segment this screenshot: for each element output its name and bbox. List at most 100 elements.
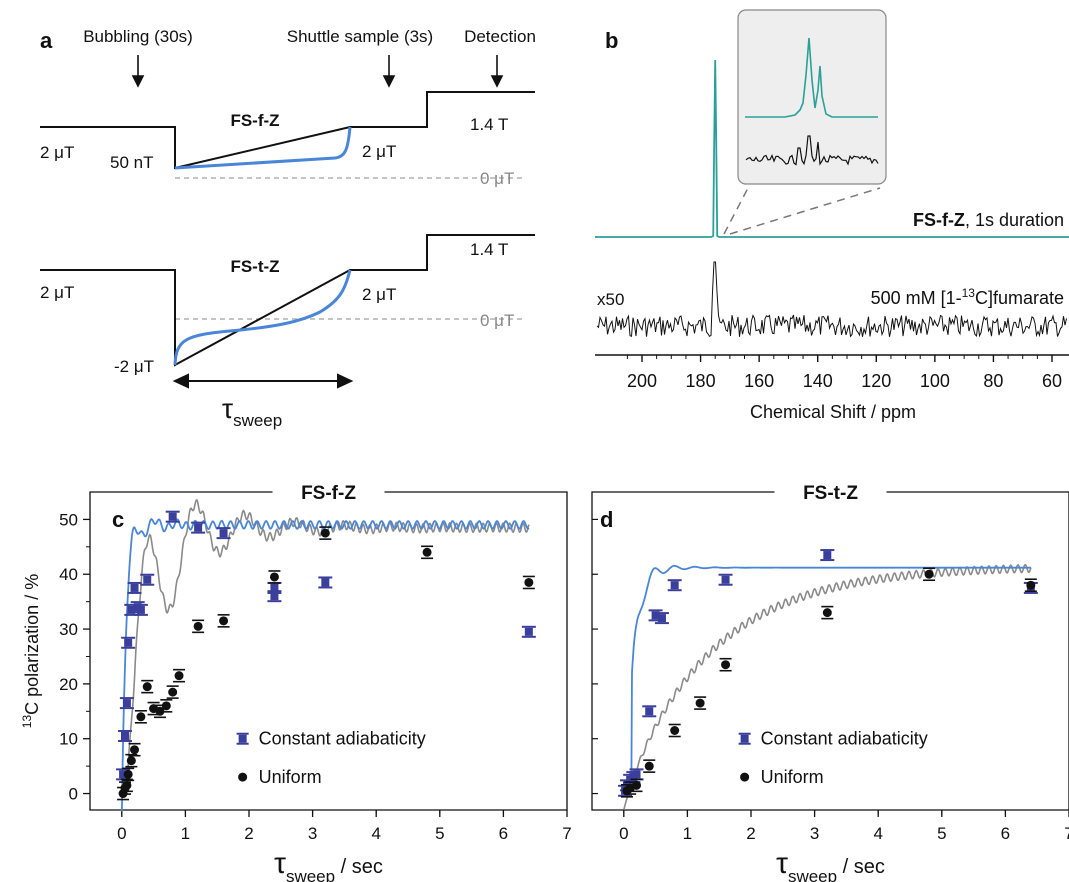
fs-f-z-diagram: 2 μT 50 nT FS-f-Z 2 μT 1.4 T 0 μT xyxy=(40,91,535,188)
x-tick-label: 7 xyxy=(562,824,571,843)
y-tick-label: 40 xyxy=(59,565,78,584)
uniform-point xyxy=(130,745,140,755)
x-tick-label: 5 xyxy=(937,824,946,843)
uniform-simulation-curve xyxy=(121,499,530,794)
plot-frame xyxy=(591,491,1069,811)
x-axis-label: τsweep / sec xyxy=(776,847,885,882)
plot-title: FS-t-Z xyxy=(803,483,858,504)
y-tick-label: 10 xyxy=(59,730,78,749)
uniform-point xyxy=(695,698,705,708)
ppm-tick-label: 100 xyxy=(920,371,950,391)
constant-adiabaticity-point xyxy=(645,707,654,716)
constant-adiabaticity-point xyxy=(670,581,679,590)
zero-label: 0 μT xyxy=(480,169,514,188)
uniform-point xyxy=(193,621,203,631)
bubbling-label: Bubbling (30s) xyxy=(83,27,193,46)
panel-letter-a: a xyxy=(40,28,53,53)
zero-label: 0 μT xyxy=(480,311,514,330)
left-field-label: 2 μT xyxy=(40,283,74,302)
inset-black-spectrum xyxy=(745,135,879,166)
down-arrow-icon xyxy=(131,75,145,88)
right-field-label: 2 μT xyxy=(362,142,396,161)
panel-a: a Bubbling (30s) Shuttle sample (3s) Det… xyxy=(40,27,536,430)
uniform-point xyxy=(822,608,832,618)
inset-box xyxy=(737,9,887,185)
right-field-label: 2 μT xyxy=(362,285,396,304)
thermal-spectrum xyxy=(596,261,1067,338)
y-tick-label: 30 xyxy=(59,620,78,639)
constant-adiabaticity-point xyxy=(122,699,131,708)
uniform-point xyxy=(721,660,731,670)
ppm-tick-label: 60 xyxy=(1042,371,1062,391)
y-tick-label: 50 xyxy=(59,510,78,529)
x-tick-label: 2 xyxy=(244,824,253,843)
ppm-tick-label: 120 xyxy=(861,371,891,391)
x-tick-label: 7 xyxy=(1064,824,1069,843)
zoom-guide-line xyxy=(723,187,749,235)
constant-adiabaticity-point xyxy=(120,731,129,740)
uniform-simulation-curve xyxy=(623,563,1032,810)
legend-label: Constant adiabaticity xyxy=(259,729,426,749)
legend-label: Constant adiabaticity xyxy=(761,729,928,749)
arrow-icons xyxy=(131,55,504,88)
zoom-guide-line xyxy=(729,187,881,235)
legend-marker xyxy=(238,734,247,743)
x-tick-label: 1 xyxy=(683,824,692,843)
y-tick-label: 20 xyxy=(59,675,78,694)
constant-adiabaticity-point xyxy=(524,627,533,636)
x-tick-label: 1 xyxy=(181,824,190,843)
spectrum-bottom-label: 500 mM [1-13C]fumarate xyxy=(871,286,1064,308)
uniform-point xyxy=(632,780,642,790)
spectrum-top-label: FS-f-Z, 1s duration xyxy=(913,210,1064,230)
tau-symbol: τsweep xyxy=(222,393,282,430)
panel-letter-b: b xyxy=(605,28,618,53)
legend-label: Uniform xyxy=(259,767,322,787)
x-tick-label: 2 xyxy=(746,824,755,843)
uniform-point xyxy=(174,671,184,681)
low-field-label: -2 μT xyxy=(114,357,154,376)
uniform-point xyxy=(219,616,229,626)
uniform-point xyxy=(670,726,680,735)
constant-adiabaticity-point xyxy=(321,578,330,587)
uniform-point xyxy=(161,701,171,711)
constant-adiabaticity-point xyxy=(168,512,177,521)
panel-letter-d: d xyxy=(600,507,613,532)
x-tick-label: 4 xyxy=(371,824,380,843)
ppm-tick-label: 200 xyxy=(627,371,657,391)
constant-adiabaticity-simulation-curve xyxy=(121,518,530,812)
left-field-label: 2 μT xyxy=(40,143,74,162)
sweep-name: FS-f-Z xyxy=(230,111,279,130)
ppm-tick-label: 160 xyxy=(744,371,774,391)
panel-d-plot: FS-t-Z 0 1 2 3 4 5 6 7 τsweep / sec Constant adiab… xyxy=(591,483,1069,882)
constant-adiabaticity-point xyxy=(721,575,730,584)
uniform-point xyxy=(924,569,934,579)
detection-label: Detection xyxy=(464,27,536,46)
constant-adiabaticity-point xyxy=(124,638,133,647)
constant-adiabaticity-point xyxy=(143,575,152,584)
ppm-tick-label: 180 xyxy=(686,371,716,391)
uniform-point xyxy=(136,712,146,722)
uniform-point xyxy=(524,577,534,587)
constant-adiabaticity-point xyxy=(119,770,128,779)
ppm-axis-label: Chemical Shift / ppm xyxy=(750,402,916,422)
constant-adiabaticity-point xyxy=(194,523,203,532)
uniform-point xyxy=(122,780,132,790)
constant-adiabaticity-point xyxy=(270,583,279,592)
uniform-point xyxy=(644,761,654,771)
y-axis-label: 13C polarization / % xyxy=(20,574,42,728)
scale-label: x50 xyxy=(597,290,624,309)
ppm-ticks: 200 180 160 140 120 100 80 60 xyxy=(626,355,1062,391)
constant-adiabaticity-point xyxy=(136,605,145,614)
constant-adiabaticity-point xyxy=(127,605,136,614)
fs-t-z-diagram: 2 μT -2 μT FS-t-Z 2 μT 1.4 T 0 μT τsweep xyxy=(40,234,535,430)
hyperpolarized-spectrum xyxy=(595,59,1069,238)
uniform-point xyxy=(269,572,279,582)
constant-adiabaticity-point xyxy=(632,770,641,779)
x-tick-label: 3 xyxy=(308,824,317,843)
constant-adiabaticity-point xyxy=(130,583,139,592)
inset-teal-spectrum xyxy=(745,37,878,118)
uniform-point xyxy=(422,547,432,557)
sweep-name: FS-t-Z xyxy=(230,257,279,276)
adiabatic-sweep-curve xyxy=(174,126,352,170)
